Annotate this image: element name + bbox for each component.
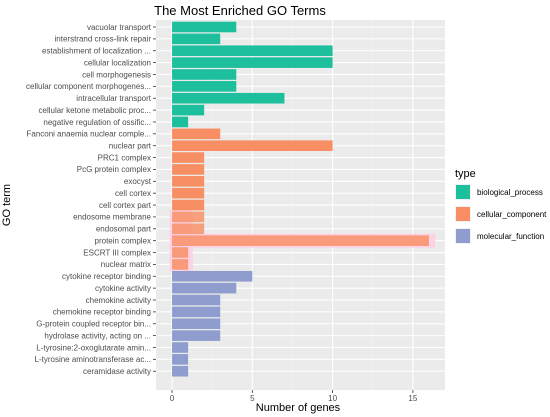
bar-l-tyrosine-2-oxoglutarate-amin	[172, 342, 189, 353]
y-tick-label-cellular-ketone-metabolic-proc: cellular ketone metabolic proc...	[39, 106, 152, 115]
legend-label-molecular-function: molecular_function	[477, 232, 544, 241]
y-tick-label-establishment-of-localization: establishment of localization ...	[42, 47, 151, 56]
bar-hydrolase-activity-acting-on	[172, 330, 221, 341]
y-axis-labels: vacuolar transport interstrand cross-link…	[26, 23, 156, 376]
bar-exocyst	[172, 176, 205, 187]
legend-swatch-biological-process	[456, 185, 470, 199]
bar-protein-complex	[172, 235, 429, 246]
y-tick-label-hydrolase-activity-acting-on: hydrolase activity, acting on ...	[44, 331, 151, 340]
y-tick-label-nuclear-part: nuclear part	[109, 142, 152, 151]
bars	[172, 21, 429, 377]
x-axis-title: Number of genes	[256, 402, 341, 414]
bar-ceramidase-activity	[172, 365, 189, 377]
x-tick-label: 0	[170, 394, 175, 403]
y-axis-title: GO term	[1, 184, 13, 226]
bar-chemokine-activity	[172, 294, 221, 306]
y-tick-label-exocyst: exocyst	[124, 177, 152, 186]
bar-cytokine-receptor-binding	[172, 270, 253, 282]
y-tick-label-fanconi-anaemia-nuclear-comple: Fanconi anaemia nuclear comple...	[26, 130, 151, 139]
bar-chemokine-receptor-binding	[172, 306, 221, 318]
legend: type biological_process cellular_componen…	[455, 168, 547, 244]
x-axis-ticks: 0 5 10 15	[170, 390, 418, 403]
y-tick-label-ceramidase-activity: ceramidase activity	[83, 367, 151, 376]
bar-establishment-of-localization	[172, 45, 333, 57]
y-tick-label-pcg-protein-complex: PcG protein complex	[77, 165, 151, 174]
legend-label-biological-process: biological_process	[477, 188, 543, 197]
y-tick-label-vacuolar-transport: vacuolar transport	[87, 23, 152, 32]
y-tick-label-cellular-component-morphogenes: cellular component morphogenes...	[26, 82, 151, 91]
y-tick-label-cell-morphogenesis: cell morphogenesis	[82, 70, 151, 79]
y-tick-label-g-protein-coupled-receptor-bin: G-protein coupled receptor bin...	[36, 320, 151, 329]
bar-cellular-localization	[172, 57, 333, 68]
y-tick-label-l-tyrosine-2-oxoglutarate-amin: L-tyrosine:2-oxoglutarate amin...	[36, 343, 151, 352]
x-tick-label: 10	[328, 394, 337, 403]
legend-title: type	[455, 168, 476, 180]
bar-fanconi-anaemia-nuclear-comple	[172, 128, 221, 140]
bar-escrt-iii-complex	[172, 247, 189, 258]
bar-cell-morphogenesis	[172, 69, 237, 80]
bar-nuclear-matrix	[172, 259, 189, 270]
y-tick-label-cell-cortex: cell cortex	[115, 189, 151, 198]
bar-interstrand-cross-link-repair	[172, 33, 221, 45]
bar-cell-cortex	[172, 187, 205, 199]
legend-swatch-molecular-function	[456, 229, 470, 243]
bar-g-protein-coupled-receptor-bin	[172, 318, 221, 330]
y-tick-label-chemokine-activity: chemokine activity	[86, 296, 151, 305]
y-tick-label-chemokine-receptor-binding: chemokine receptor binding	[53, 308, 151, 317]
bar-nuclear-part	[172, 140, 333, 151]
legend-swatch-cellular-component	[456, 207, 470, 221]
bar-cellular-component-morphogenes	[172, 81, 237, 92]
y-tick-label-protein-complex: protein complex	[95, 236, 151, 245]
y-tick-label-intracellular-transport: intracellular transport	[76, 94, 151, 103]
y-tick-label-negative-regulation-of-ossific: negative regulation of ossific...	[43, 118, 151, 127]
y-tick-label-cell-cortex-part: cell cortex part	[99, 201, 152, 210]
y-tick-label-endosomal-part: endosomal part	[96, 225, 152, 234]
bar-endosome-membrane	[172, 211, 205, 223]
y-tick-label-l-tyrosine-aminotransferase-ac: L-tyrosine aminotransferase ac...	[35, 355, 152, 364]
bar-intracellular-transport	[172, 92, 285, 104]
legend-items: biological_process cellular_componentmole…	[455, 184, 547, 244]
y-tick-label-escrt-iii-complex: ESCRT III complex	[83, 248, 151, 257]
bar-vacuolar-transport	[172, 21, 237, 33]
y-tick-label-cytokine-activity: cytokine activity	[95, 284, 151, 293]
y-tick-label-cellular-localization: cellular localization	[84, 58, 151, 67]
bar-cellular-ketone-metabolic-proc	[172, 104, 205, 116]
bar-l-tyrosine-aminotransferase-ac	[172, 354, 189, 365]
bar-endosomal-part	[172, 223, 205, 235]
y-tick-label-endosome-membrane: endosome membrane	[73, 213, 151, 222]
y-tick-label-interstrand-cross-link-repair: interstrand cross-link repair	[55, 35, 152, 44]
bar-cell-cortex-part	[172, 199, 205, 211]
y-tick-label-nuclear-matrix: nuclear matrix	[101, 260, 151, 269]
bar-pcg-protein-complex	[172, 164, 205, 175]
bar-negative-regulation-of-ossific	[172, 116, 189, 128]
bar-prc1-complex	[172, 152, 205, 163]
x-tick-label: 5	[250, 394, 255, 403]
bar-cytokine-activity	[172, 282, 237, 294]
x-tick-label: 15	[408, 394, 417, 403]
legend-label-cellular-component: cellular_component	[477, 210, 547, 219]
chart-title: The Most Enriched GO Terms	[154, 3, 326, 18]
y-tick-label-cytokine-receptor-binding: cytokine receptor binding	[62, 272, 151, 281]
y-tick-label-prc1-complex: PRC1 complex	[98, 153, 151, 162]
